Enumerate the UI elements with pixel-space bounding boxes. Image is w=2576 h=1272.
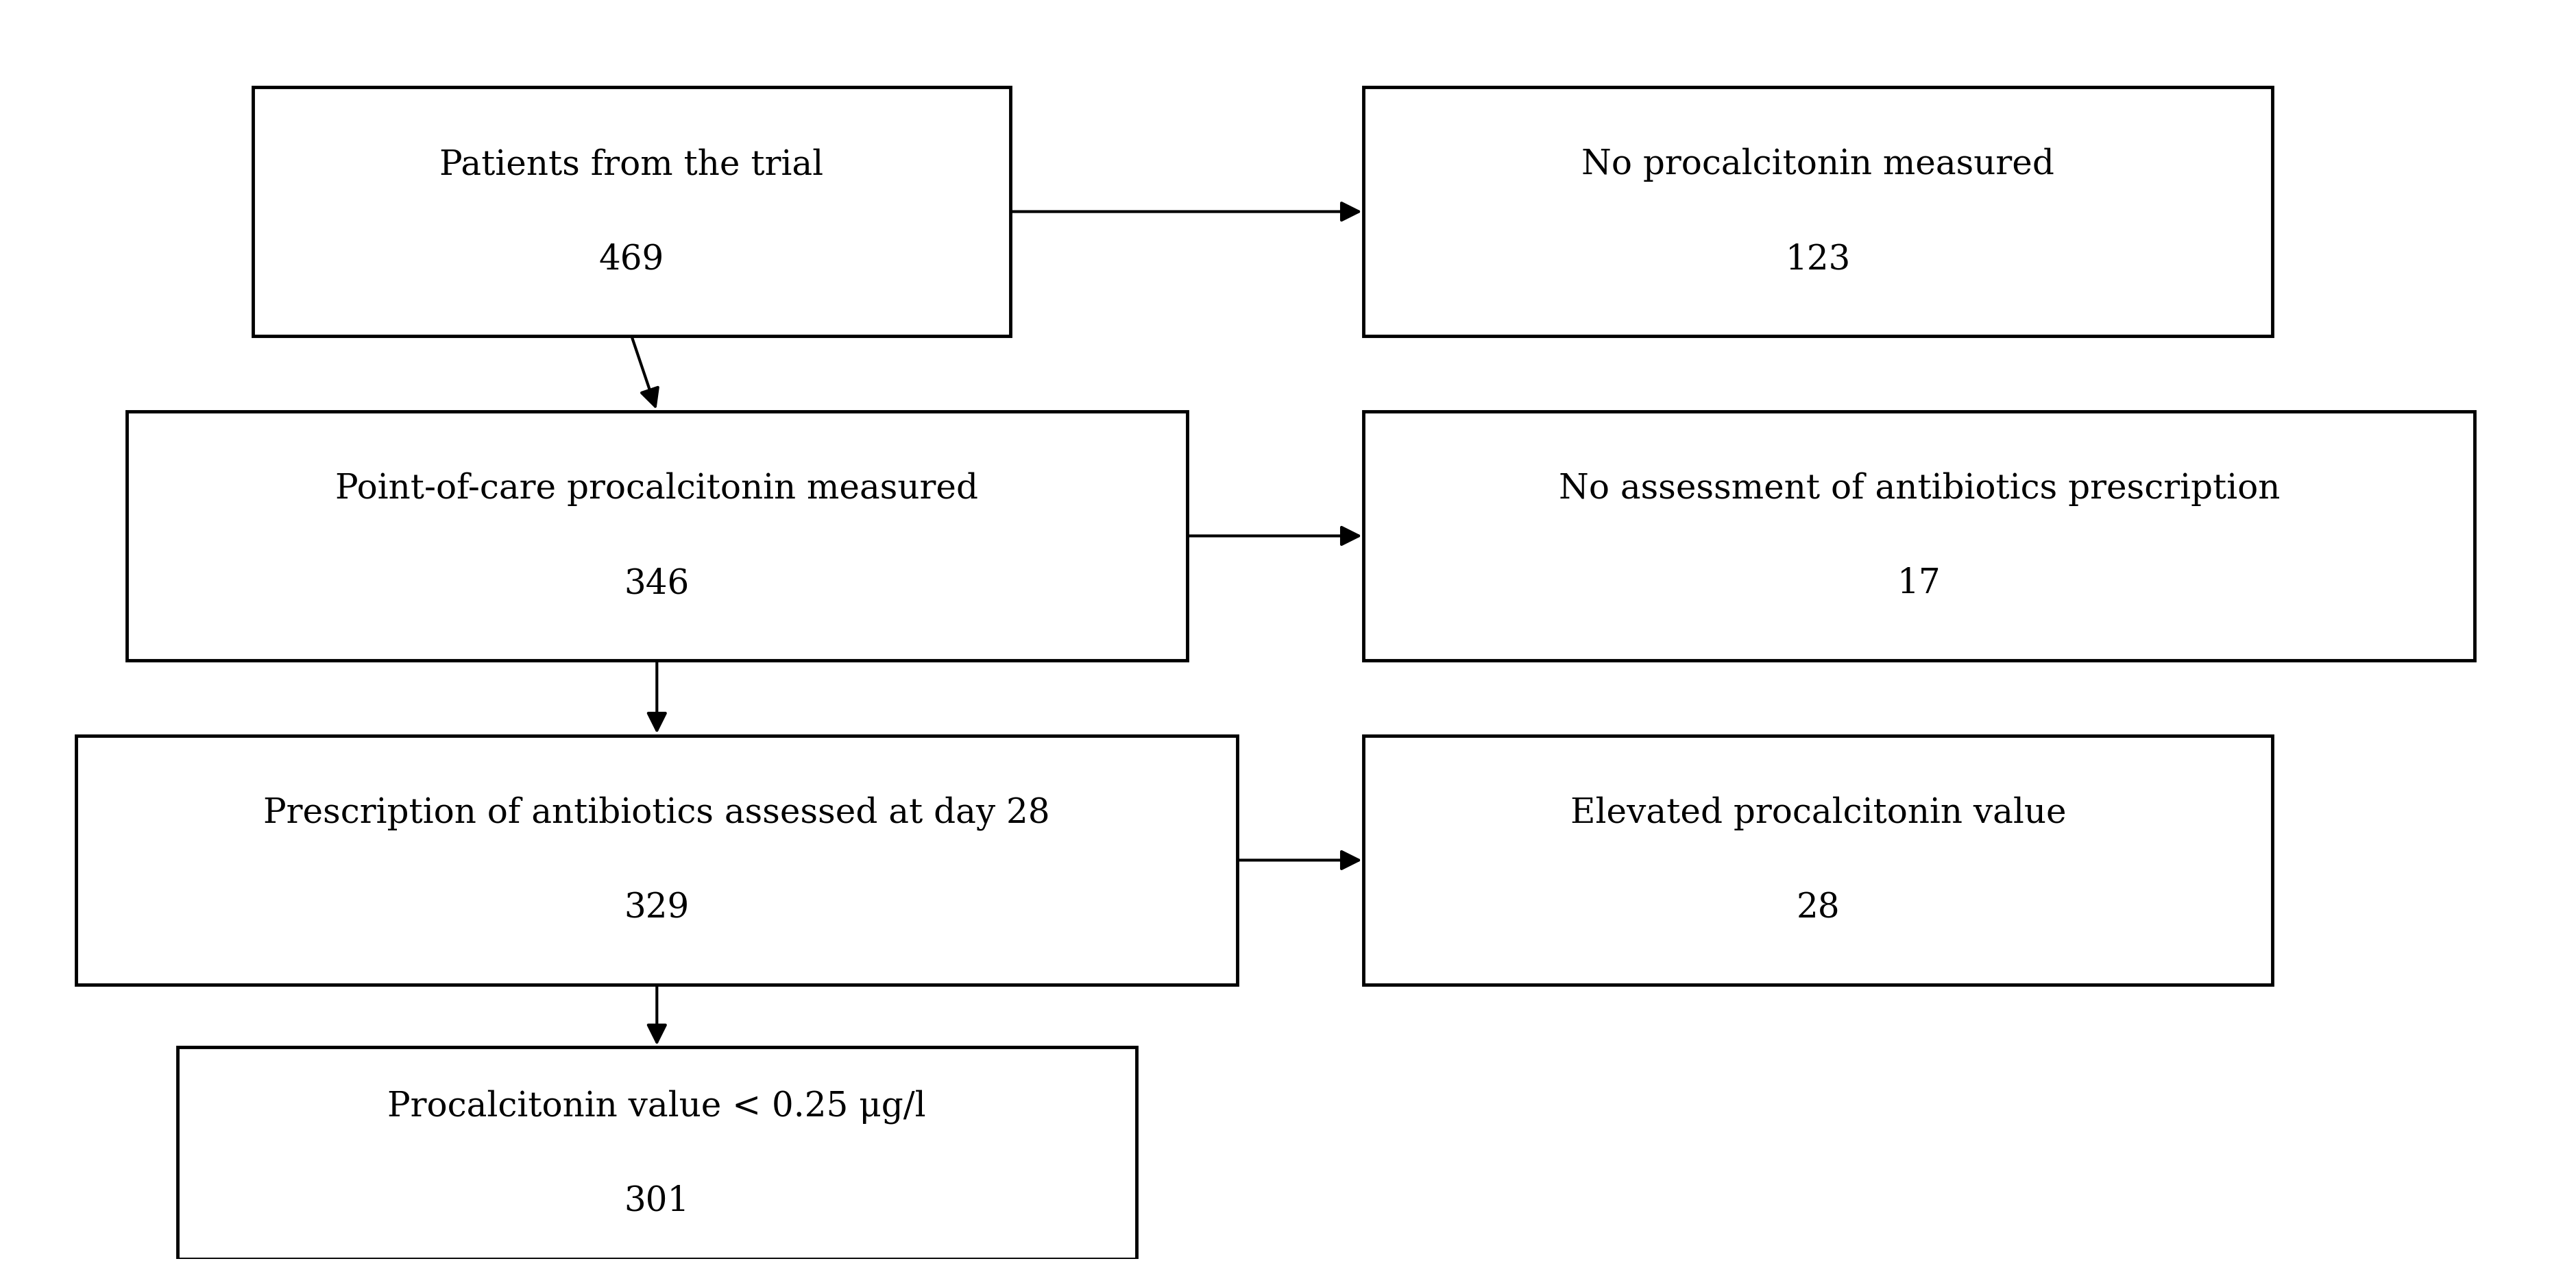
Text: 123: 123 bbox=[1785, 243, 1850, 276]
FancyBboxPatch shape bbox=[178, 1047, 1136, 1259]
Text: Elevated procalcitonin value: Elevated procalcitonin value bbox=[1571, 796, 2066, 829]
Text: 469: 469 bbox=[600, 243, 665, 276]
FancyBboxPatch shape bbox=[126, 412, 1188, 661]
FancyBboxPatch shape bbox=[1363, 412, 2476, 661]
Text: Point-of-care procalcitonin measured: Point-of-care procalcitonin measured bbox=[335, 472, 979, 506]
Text: No procalcitonin measured: No procalcitonin measured bbox=[1582, 148, 2056, 182]
FancyBboxPatch shape bbox=[1363, 735, 2272, 985]
Text: 301: 301 bbox=[623, 1184, 690, 1217]
FancyBboxPatch shape bbox=[252, 88, 1010, 337]
Text: No assessment of antibiotics prescription: No assessment of antibiotics prescriptio… bbox=[1558, 472, 2280, 506]
FancyBboxPatch shape bbox=[77, 735, 1236, 985]
Text: 28: 28 bbox=[1795, 890, 1839, 925]
Text: 346: 346 bbox=[623, 567, 690, 600]
Text: Patients from the trial: Patients from the trial bbox=[440, 148, 824, 182]
Text: 17: 17 bbox=[1899, 567, 1940, 600]
Text: 329: 329 bbox=[623, 890, 690, 925]
Text: Prescription of antibiotics assessed at day 28: Prescription of antibiotics assessed at … bbox=[263, 796, 1051, 831]
FancyBboxPatch shape bbox=[1363, 88, 2272, 337]
Text: Procalcitonin value < 0.25 μg/l: Procalcitonin value < 0.25 μg/l bbox=[386, 1089, 927, 1123]
